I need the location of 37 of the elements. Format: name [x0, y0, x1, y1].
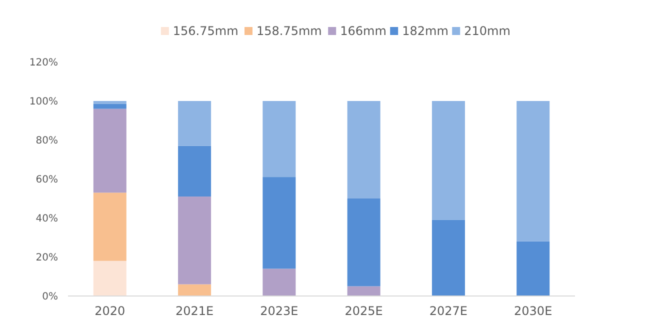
legend-label: 182mm [402, 24, 448, 38]
y-tick-label: 100% [29, 96, 58, 108]
bar [432, 101, 465, 220]
bar [178, 101, 212, 146]
x-tick-label: 2030E [514, 304, 552, 318]
x-tick-label: 2021E [175, 304, 214, 318]
y-tick-label: 120% [29, 58, 58, 68]
bar [262, 101, 296, 178]
bar [347, 101, 380, 198]
x-tick-label: 2020 [94, 304, 126, 318]
bar [262, 268, 296, 296]
y-tick-label: 40% [36, 214, 58, 224]
y-tick-label: 0% [42, 292, 58, 302]
bar [178, 196, 212, 284]
x-tick-label: 2023E [260, 304, 298, 318]
bar [516, 241, 550, 296]
x-tick-label: 2025E [344, 304, 383, 318]
legend-label: 166mm [340, 24, 386, 38]
y-tick-label: 60% [36, 174, 58, 186]
x-tick-label: 2027E [429, 304, 468, 318]
bar [93, 260, 126, 296]
bar [93, 101, 126, 104]
bar [93, 104, 126, 109]
legend-label: 156.75mm [172, 24, 238, 38]
bar [347, 198, 380, 286]
y-tick-label: 80% [36, 136, 58, 146]
bar [516, 101, 550, 242]
bar [432, 220, 465, 296]
legend-label: 158.75mm [256, 24, 322, 38]
bar [178, 284, 212, 296]
bar [93, 192, 126, 261]
bar [178, 146, 212, 197]
bar [347, 286, 380, 296]
y-tick-label: 20% [36, 252, 58, 264]
bar [93, 108, 126, 193]
bar [262, 177, 296, 269]
legend-label: 210mm [464, 24, 510, 38]
